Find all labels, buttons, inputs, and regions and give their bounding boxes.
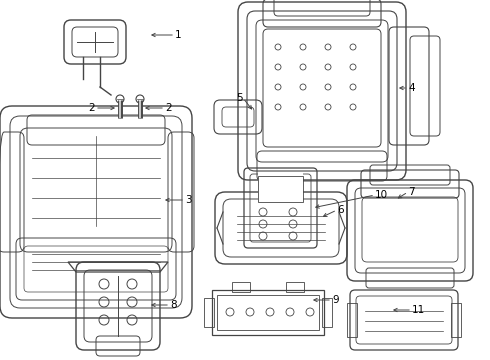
Bar [232, 282, 250, 292]
Text: 4: 4 [408, 83, 415, 93]
Bar [451, 303, 461, 337]
Text: 9: 9 [332, 295, 339, 305]
Bar [286, 282, 304, 292]
Bar [258, 172, 303, 202]
Text: 7: 7 [408, 187, 415, 197]
Bar [204, 298, 214, 327]
Text: 11: 11 [412, 305, 425, 315]
Text: 1: 1 [175, 30, 182, 40]
Bar [347, 303, 357, 337]
Text: 2: 2 [88, 103, 95, 113]
Bar [258, 176, 303, 202]
Bar [212, 290, 324, 335]
Text: 2: 2 [165, 103, 172, 113]
Text: 5: 5 [236, 93, 243, 103]
Text: 3: 3 [185, 195, 192, 205]
Bar [217, 295, 319, 330]
Bar [322, 298, 332, 327]
Text: 6: 6 [337, 205, 343, 215]
Text: 8: 8 [170, 300, 176, 310]
Text: 10: 10 [375, 190, 388, 200]
